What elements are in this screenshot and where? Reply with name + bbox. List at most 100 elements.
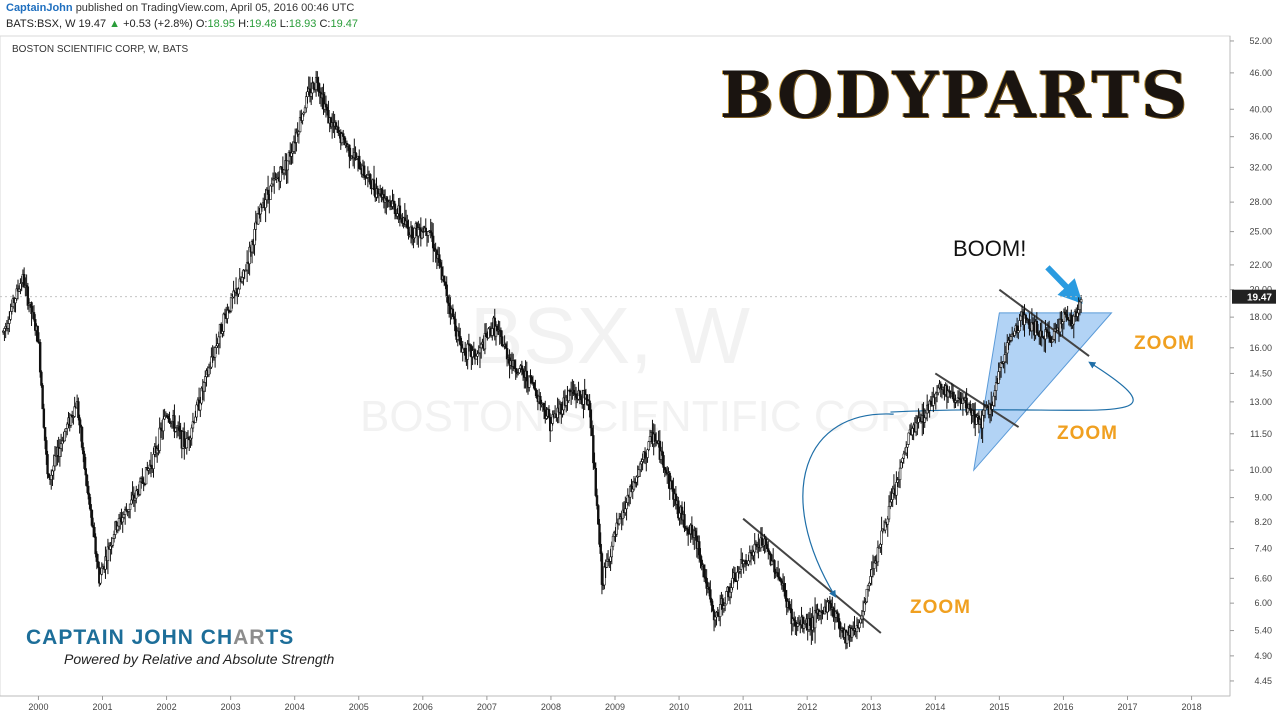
- candle-body: [1009, 336, 1013, 341]
- candle-body: [87, 485, 90, 495]
- candle-body: [476, 353, 479, 357]
- publish-header: CaptainJohn published on TradingView.com…: [0, 0, 1280, 34]
- x-tick-label-0: 2000: [28, 702, 48, 712]
- candle-body: [588, 400, 591, 411]
- candle-body: [135, 490, 138, 499]
- candle-body: [625, 502, 628, 510]
- candle-body: [191, 421, 195, 429]
- candle-body: [994, 382, 998, 391]
- candle-body: [9, 311, 12, 320]
- candle-body: [90, 509, 94, 526]
- candle-body: [487, 328, 490, 339]
- candle-body: [1051, 339, 1055, 343]
- candle-body: [446, 296, 450, 304]
- candle-body: [640, 461, 643, 465]
- candle-body: [301, 113, 304, 121]
- candle-body: [1079, 299, 1083, 303]
- candle-body: [10, 306, 14, 312]
- candle-body: [826, 601, 829, 613]
- candle-body: [59, 443, 63, 449]
- candle-body: [30, 302, 33, 314]
- candle-body: [783, 583, 786, 591]
- candle-body: [372, 179, 376, 191]
- candle-body: [859, 618, 862, 624]
- x-tick-label-16: 2016: [1053, 702, 1073, 712]
- candle-body: [53, 455, 57, 467]
- candle-body: [969, 403, 972, 411]
- x-tick-label-9: 2009: [605, 702, 625, 712]
- candle-body: [725, 591, 728, 605]
- candle-body: [199, 402, 202, 411]
- candle-body: [1052, 331, 1056, 340]
- candle-body: [870, 569, 873, 577]
- candle-body: [879, 544, 882, 548]
- candle-body: [42, 408, 46, 428]
- candle-body: [542, 403, 546, 411]
- trendline-upper: [998, 288, 1090, 357]
- candle-body: [82, 447, 85, 455]
- candle-body: [808, 618, 812, 626]
- x-tick-label-11: 2011: [733, 702, 752, 712]
- candle-body: [905, 446, 908, 454]
- candle-body: [484, 333, 488, 337]
- candle-body: [298, 117, 302, 133]
- candle-body: [142, 482, 145, 485]
- candle-body: [982, 409, 986, 416]
- candle-body: [796, 623, 800, 627]
- candle-body: [579, 395, 583, 400]
- open-value: 18.95: [207, 18, 236, 30]
- candle-body: [213, 347, 217, 358]
- candle-body: [1063, 311, 1067, 315]
- axis-ticks: 4.45 4.90 5.40 6.00 6.60 7.40 8.20 9.00 10.00 11.…: [28, 36, 1272, 712]
- candle-body: [505, 348, 509, 360]
- brand-subtitle: Powered by Relative and Absolute Strengt…: [64, 651, 335, 667]
- candle-body: [611, 535, 615, 547]
- candle-body: [934, 393, 938, 398]
- candle-body: [975, 416, 978, 425]
- candle-body: [951, 391, 955, 399]
- candle-body: [589, 409, 593, 429]
- y-tick-label-16: 25.00: [1249, 227, 1272, 237]
- candle-body: [900, 462, 903, 469]
- candle-body: [513, 360, 516, 369]
- x-tick-label-5: 2005: [349, 702, 369, 712]
- candle-body: [385, 197, 388, 201]
- candle-body: [716, 612, 719, 616]
- candle-body: [264, 199, 267, 208]
- x-tick-label-12: 2012: [797, 702, 817, 712]
- candle-body: [594, 468, 597, 496]
- y-tick-label-19: 36.00: [1249, 132, 1272, 142]
- candle-body: [641, 459, 644, 462]
- y-tick-label-4: 6.60: [1254, 573, 1272, 583]
- candle-body: [518, 368, 521, 374]
- candle-body: [736, 571, 739, 582]
- y-tick-label-12: 16.00: [1249, 343, 1272, 353]
- candle-body: [194, 416, 197, 423]
- candle-body: [438, 254, 441, 263]
- candle-body: [111, 538, 115, 546]
- candle-body: [858, 622, 861, 629]
- close-value: 19.47: [330, 18, 358, 30]
- candle-body: [337, 126, 340, 134]
- candle-body: [158, 427, 161, 451]
- candle-body: [369, 174, 372, 185]
- y-tick-label-9: 11.50: [1250, 429, 1272, 439]
- candle-body: [776, 572, 780, 578]
- candle-body: [96, 561, 100, 568]
- candle-body: [972, 410, 976, 415]
- candle-body: [430, 232, 434, 237]
- candle-body: [303, 107, 307, 114]
- candle-body: [66, 423, 69, 429]
- candle-body: [83, 453, 86, 469]
- trendline-middle: [934, 372, 1020, 428]
- candle-body: [993, 390, 997, 397]
- candle-body: [637, 469, 641, 477]
- candle-body: [572, 389, 575, 394]
- y-tick-label-0: 4.45: [1254, 676, 1272, 686]
- candle-body: [504, 344, 508, 349]
- candle-body: [707, 586, 711, 590]
- y-tick-label-3: 6.00: [1254, 598, 1272, 608]
- author-link[interactable]: CaptainJohn: [6, 2, 73, 14]
- candle-body: [309, 92, 313, 97]
